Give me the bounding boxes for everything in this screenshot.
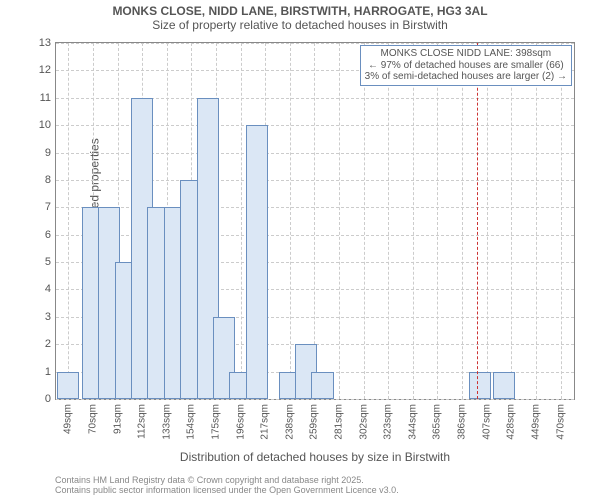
xtick-label: 70sqm — [87, 404, 98, 434]
xtick-label: 217sqm — [260, 404, 271, 440]
ytick-label: 2 — [45, 338, 51, 350]
gridline-h — [56, 399, 574, 400]
ytick-label: 6 — [45, 229, 51, 241]
xtick-label: 112sqm — [137, 404, 148, 439]
ytick-label: 10 — [39, 119, 51, 131]
reference-line — [477, 43, 478, 399]
histogram-bar — [246, 125, 268, 399]
ytick-label: 7 — [45, 201, 51, 213]
xtick-label: 386sqm — [457, 404, 468, 440]
plot-area: 01234567891011121349sqm70sqm91sqm112sqm1… — [55, 42, 575, 400]
annotation-line3: 3% of semi-detached houses are larger (2… — [365, 71, 567, 83]
xtick-label: 365sqm — [432, 404, 443, 440]
annotation-line2: ← 97% of detached houses are smaller (66… — [365, 60, 567, 72]
xtick-label: 133sqm — [161, 404, 172, 440]
ytick-label: 4 — [45, 283, 51, 295]
xtick-label: 344sqm — [407, 404, 418, 440]
xtick-label: 470sqm — [555, 404, 566, 440]
gridline-v — [561, 43, 562, 399]
ytick-label: 0 — [45, 393, 51, 405]
footer-line2: Contains public sector information licen… — [55, 486, 399, 496]
annotation-box: MONKS CLOSE NIDD LANE: 398sqm← 97% of de… — [360, 45, 572, 86]
xtick-label: 175sqm — [210, 404, 221, 440]
xtick-label: 259sqm — [309, 404, 320, 440]
histogram-bar — [57, 372, 79, 399]
xtick-label: 91sqm — [112, 404, 123, 434]
ytick-label: 9 — [45, 147, 51, 159]
histogram-bar — [493, 372, 515, 399]
xtick-label: 281sqm — [334, 404, 345, 440]
title-line1: MONKS CLOSE, NIDD LANE, BIRSTWITH, HARRO… — [0, 4, 600, 18]
xtick-label: 407sqm — [481, 404, 492, 440]
xtick-label: 196sqm — [235, 404, 246, 440]
histogram-bar — [469, 372, 491, 399]
gridline-v — [462, 43, 463, 399]
gridline-v — [68, 43, 69, 399]
footer-attribution: Contains HM Land Registry data © Crown c… — [55, 476, 399, 496]
gridline-v — [388, 43, 389, 399]
chart-container: MONKS CLOSE, NIDD LANE, BIRSTWITH, HARRO… — [0, 0, 600, 500]
gridline-v — [487, 43, 488, 399]
gridline-v — [511, 43, 512, 399]
chart-title: MONKS CLOSE, NIDD LANE, BIRSTWITH, HARRO… — [0, 4, 600, 32]
ytick-label: 1 — [45, 366, 51, 378]
gridline-v — [364, 43, 365, 399]
title-line2: Size of property relative to detached ho… — [0, 18, 600, 32]
gridline-v — [290, 43, 291, 399]
xtick-label: 428sqm — [506, 404, 517, 440]
xtick-label: 323sqm — [383, 404, 394, 440]
annotation-line1: MONKS CLOSE NIDD LANE: 398sqm — [365, 48, 567, 60]
histogram-bar — [311, 372, 333, 399]
gridline-v — [413, 43, 414, 399]
xtick-label: 238sqm — [284, 404, 295, 440]
ytick-label: 12 — [39, 64, 51, 76]
gridline-v — [339, 43, 340, 399]
gridline-v — [437, 43, 438, 399]
xtick-label: 49sqm — [63, 404, 74, 434]
ytick-label: 13 — [39, 37, 51, 49]
ytick-label: 5 — [45, 256, 51, 268]
xtick-label: 302sqm — [358, 404, 369, 440]
xtick-label: 449sqm — [530, 404, 541, 440]
x-axis-label: Distribution of detached houses by size … — [55, 450, 575, 464]
xtick-label: 154sqm — [186, 404, 197, 440]
gridline-v — [241, 43, 242, 399]
ytick-label: 3 — [45, 311, 51, 323]
gridline-v — [536, 43, 537, 399]
ytick-label: 8 — [45, 174, 51, 186]
ytick-label: 11 — [40, 92, 51, 104]
